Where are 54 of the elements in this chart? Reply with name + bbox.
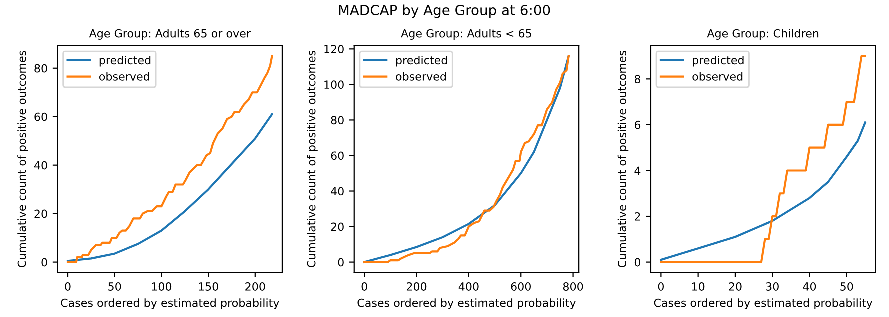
x-axis-title: Cases ordered by estimated probability bbox=[358, 298, 576, 310]
y-tick-label: 0 bbox=[338, 258, 344, 267]
y-axis-title: Cumulative count of positive outcomes bbox=[307, 50, 318, 268]
x-tick-label: 0 bbox=[65, 282, 71, 291]
y-axis-title: Cumulative count of positive outcomes bbox=[18, 50, 28, 268]
chart-title: Age Group: Adults < 65 bbox=[401, 29, 532, 40]
y-tick-label: 80 bbox=[34, 64, 48, 73]
line-series bbox=[66, 113, 274, 262]
x-tick-label: 30 bbox=[766, 282, 779, 291]
chart-title: Age Group: Adults 65 or over bbox=[89, 29, 251, 40]
x-tick-label: 100 bbox=[152, 282, 172, 291]
x-tick-label: 50 bbox=[840, 282, 854, 291]
y-tick-label: 40 bbox=[34, 161, 48, 170]
y-tick-label: 40 bbox=[331, 187, 344, 196]
chart-title: Age Group: Children bbox=[707, 29, 819, 40]
legend-label: predicted bbox=[100, 56, 151, 67]
y-axis-title: Cumulative count of positive outcomes bbox=[618, 50, 629, 268]
x-tick-label: 50 bbox=[108, 282, 122, 291]
y-tick-label: 0 bbox=[634, 258, 641, 267]
y-tick-label: 2 bbox=[634, 212, 640, 221]
text: MADCAP by Age Group at 6:00 bbox=[339, 4, 550, 18]
legend-label: observed bbox=[396, 72, 446, 81]
y-tick-label: 20 bbox=[331, 222, 344, 232]
y-tick-label: 60 bbox=[331, 152, 344, 160]
x-axis-title: Cases ordered by estimated probability bbox=[654, 298, 873, 310]
legend-label: predicted bbox=[396, 56, 448, 67]
legend-label: observed bbox=[100, 72, 150, 81]
line-series bbox=[660, 55, 866, 264]
x-tick-label: 0 bbox=[362, 282, 368, 291]
x-tick-label: 200 bbox=[246, 282, 266, 291]
y-tick-label: 20 bbox=[34, 210, 48, 218]
x-tick-label: 800 bbox=[563, 282, 584, 291]
line-series bbox=[66, 55, 274, 264]
y-tick-label: 100 bbox=[324, 80, 344, 90]
x-tick-label: 150 bbox=[199, 282, 218, 291]
x-tick-label: 200 bbox=[406, 282, 427, 291]
y-tick-label: 4 bbox=[634, 166, 641, 175]
x-axis-title: Cases ordered by estimated probability bbox=[61, 298, 280, 310]
line-series bbox=[660, 122, 866, 262]
legend-label: predicted bbox=[693, 56, 744, 67]
x-tick-label: 400 bbox=[458, 282, 479, 291]
x-tick-label: 600 bbox=[511, 282, 531, 291]
y-tick-label: 60 bbox=[34, 112, 48, 122]
x-tick-label: 0 bbox=[658, 282, 664, 291]
y-tick-label: 6 bbox=[634, 120, 641, 130]
y-tick-label: 80 bbox=[331, 116, 344, 125]
x-tick-label: 20 bbox=[729, 282, 742, 291]
y-tick-label: 120 bbox=[324, 45, 344, 54]
legend-label: observed bbox=[692, 72, 743, 81]
x-tick-label: 40 bbox=[803, 282, 816, 291]
y-tick-label: 8 bbox=[634, 75, 640, 84]
y-tick-label: 0 bbox=[42, 258, 48, 267]
line-series bbox=[364, 55, 570, 264]
x-tick-label: 10 bbox=[692, 282, 705, 291]
